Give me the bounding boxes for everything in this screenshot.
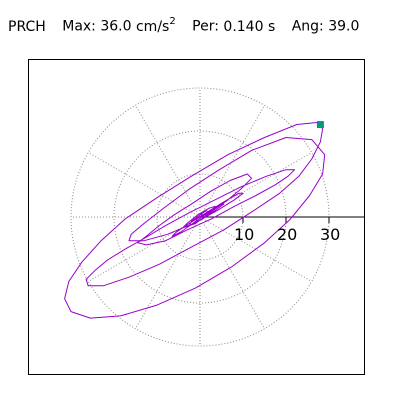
station-code: PRCH [8,18,46,35]
header-title: PRCH Max: 36.0 cm/s2 Per: 0.140 s Ang: 3… [8,16,360,35]
polar-plot: 10 20 30 [64,87,364,347]
max-value: 36.0 [100,18,132,35]
tick-label-20: 20 [277,225,297,244]
plot-frame: 10 20 30 [28,59,365,375]
trace-series-0 [64,121,326,319]
grid-spoke-330 [199,216,312,282]
per-value: 0.140 s [223,18,276,35]
axis-layer [200,216,364,223]
grid-spoke-60 [199,105,265,218]
max-unit: cm/s2 [135,16,176,35]
motion-trace [64,121,326,319]
tick-label-30: 30 [320,225,340,244]
grid-spoke-210 [88,216,201,282]
marker-layer [316,121,324,129]
tick-label-10: 10 [234,225,254,244]
ang-label: Ang: [291,18,324,35]
grid-spoke-300 [199,216,265,329]
max-label: Max: [62,18,96,35]
grid-spoke-240 [135,216,201,329]
grid-spoke-150 [88,152,201,218]
tick-labels: 10 20 30 [234,225,340,244]
grid-spoke-120 [135,105,201,218]
ang-value: 39.0 [328,18,360,35]
per-label: Per: [192,18,219,35]
peak-marker-0 [316,121,324,129]
